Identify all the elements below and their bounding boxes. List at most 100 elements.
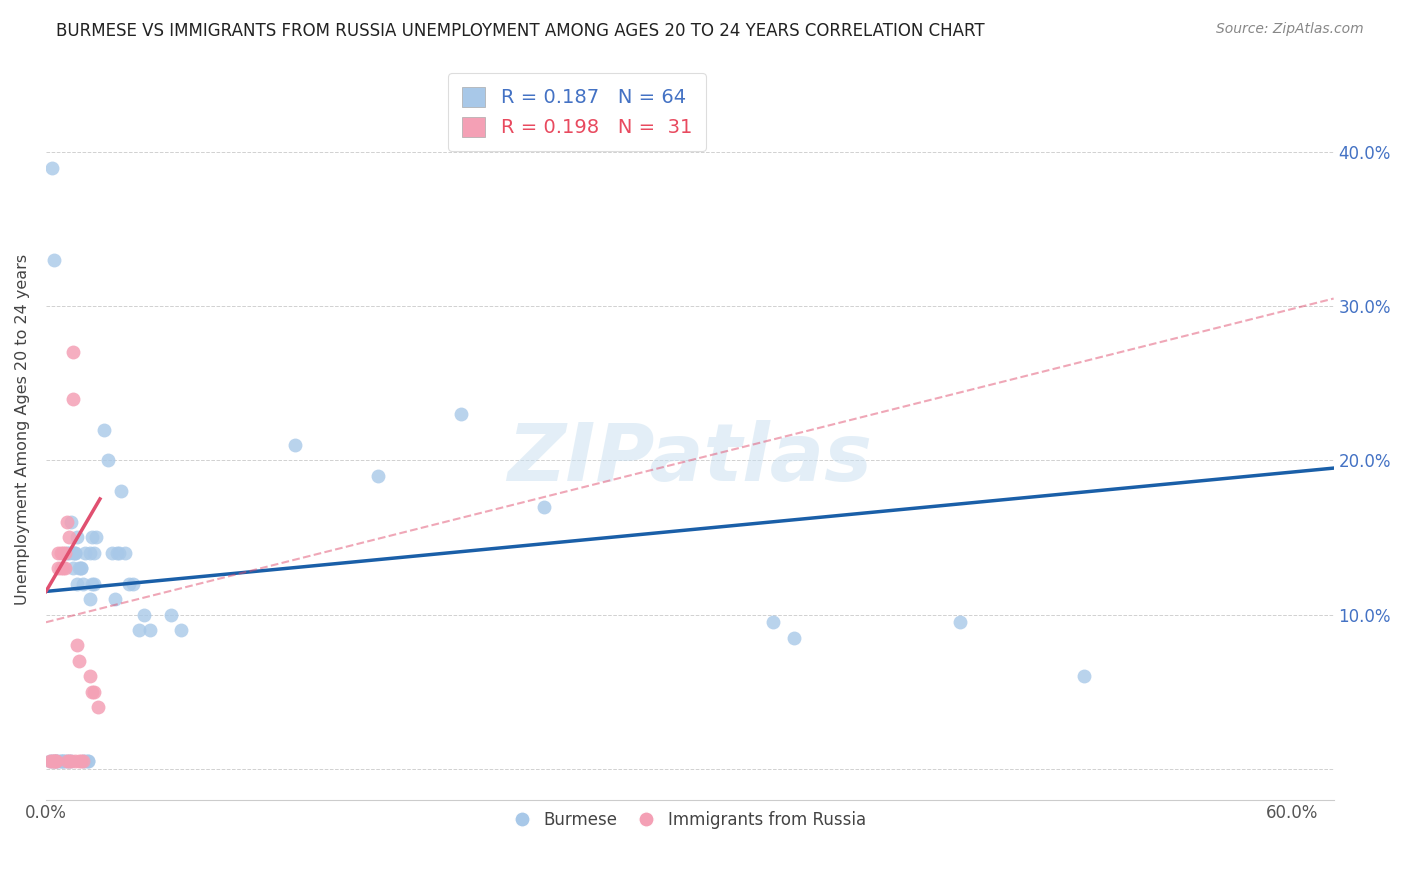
Point [70,561,93,575]
Point [139,623,162,637]
Point [62,345,84,359]
Point [49,546,72,560]
Point [67,561,90,575]
Point [76,754,98,768]
Point [44,754,66,768]
Point [39,754,62,768]
Point [762,615,785,630]
Point [55,754,77,768]
Point [45,754,67,768]
Point [55,754,77,768]
Point [39,754,62,768]
Point [93,423,115,437]
Point [63,546,86,560]
Point [70,561,93,575]
Point [101,546,124,560]
Point [62,561,84,575]
Point [284,438,307,452]
Point [55,515,77,529]
Point [103,592,125,607]
Point [44,754,66,768]
Text: Source: ZipAtlas.com: Source: ZipAtlas.com [1216,22,1364,37]
Point [59,754,82,768]
Point [367,468,389,483]
Text: ZIPatlas: ZIPatlas [508,420,872,498]
Point [782,631,804,645]
Point [53,546,76,560]
Point [63,546,86,560]
Point [44,754,66,768]
Point [72,576,94,591]
Point [84,531,107,545]
Point [41,754,63,768]
Point [87,700,110,714]
Point [79,592,101,607]
Point [52,754,75,768]
Point [75,754,97,768]
Point [76,754,98,768]
Point [66,531,89,545]
Point [105,546,128,560]
Point [58,754,80,768]
Point [48,754,70,768]
Point [55,546,77,560]
Point [83,684,105,698]
Y-axis label: Unemployment Among Ages 20 to 24 years: Unemployment Among Ages 20 to 24 years [15,254,30,605]
Point [72,754,94,768]
Point [67,654,90,668]
Point [80,576,103,591]
Point [58,531,80,545]
Point [49,561,72,575]
Point [52,754,75,768]
Point [159,607,181,622]
Point [949,615,972,630]
Point [59,515,82,529]
Point [53,754,76,768]
Point [80,684,103,698]
Point [44,252,66,267]
Point [79,669,101,683]
Text: BURMESE VS IMMIGRANTS FROM RUSSIA UNEMPLOYMENT AMONG AGES 20 TO 24 YEARS CORRELA: BURMESE VS IMMIGRANTS FROM RUSSIA UNEMPL… [56,22,984,40]
Point [66,576,89,591]
Point [110,484,132,499]
Point [450,407,472,421]
Point [58,754,80,768]
Point [52,546,75,560]
Point [75,546,97,560]
Point [122,576,145,591]
Point [533,500,555,514]
Point [58,546,80,560]
Point [97,453,120,467]
Point [80,531,103,545]
Point [41,754,63,768]
Point [67,754,90,768]
Point [83,546,105,560]
Point [45,754,67,768]
Point [49,754,72,768]
Point [1073,669,1095,683]
Point [79,546,101,560]
Point [45,754,67,768]
Point [170,623,193,637]
Point [118,576,141,591]
Point [41,161,63,175]
Point [45,754,67,768]
Point [49,754,72,768]
Point [48,561,70,575]
Point [62,546,84,560]
Point [128,623,150,637]
Point [132,607,155,622]
Point [83,576,105,591]
Point [63,754,86,768]
Point [70,754,93,768]
Point [48,546,70,560]
Point [52,561,75,575]
Point [66,639,89,653]
Point [62,392,84,406]
Point [72,754,94,768]
Legend: Burmese, Immigrants from Russia: Burmese, Immigrants from Russia [508,805,873,836]
Point [59,754,82,768]
Point [107,546,129,560]
Point [53,561,76,575]
Point [114,546,136,560]
